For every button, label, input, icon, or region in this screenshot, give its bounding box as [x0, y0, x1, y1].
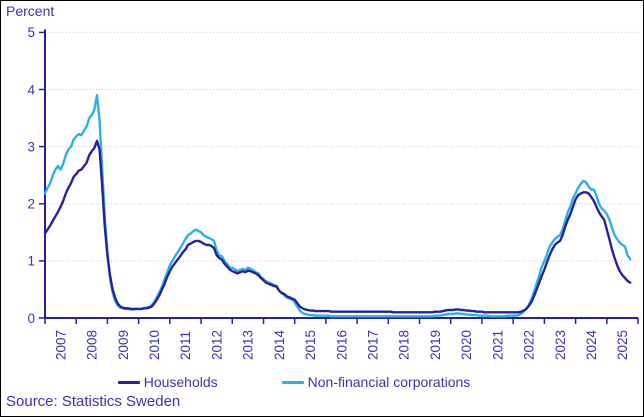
svg-text:2012: 2012 [210, 330, 225, 360]
svg-text:2009: 2009 [116, 330, 131, 360]
legend-label-households: Households [143, 374, 218, 390]
legend-label-non-financial-corporations: Non-financial corporations [307, 374, 471, 390]
legend-item-non-financial-corporations: Non-financial corporations [281, 374, 471, 390]
svg-text:5: 5 [27, 25, 35, 40]
svg-text:0: 0 [27, 311, 35, 326]
svg-text:2018: 2018 [397, 330, 412, 360]
svg-text:2013: 2013 [241, 330, 256, 360]
svg-text:2: 2 [27, 197, 35, 212]
non-financial-corporations-line-swatch [281, 380, 304, 384]
svg-text:2011: 2011 [178, 331, 193, 360]
svg-text:2019: 2019 [428, 330, 443, 360]
svg-text:2021: 2021 [490, 330, 505, 360]
source-caption: Source: Statistics Sweden [6, 393, 181, 410]
households-line-swatch [117, 380, 140, 384]
svg-text:2008: 2008 [85, 330, 100, 360]
svg-text:2022: 2022 [522, 330, 537, 360]
y-axis-unit-label: Percent [6, 3, 55, 19]
svg-text:2025: 2025 [615, 330, 630, 360]
legend-item-households: Households [117, 374, 218, 390]
svg-text:2015: 2015 [303, 330, 318, 360]
svg-text:2007: 2007 [53, 330, 68, 360]
svg-text:1: 1 [27, 254, 35, 269]
svg-text:2024: 2024 [584, 329, 599, 360]
line-chart: 0 1 2 3 4 5 2007 2008 2009 2010 2011 2012 2013 2014 20… [27, 25, 639, 360]
svg-text:2017: 2017 [366, 330, 381, 360]
svg-text:4: 4 [27, 82, 35, 97]
svg-text:2016: 2016 [334, 330, 349, 360]
svg-text:2020: 2020 [459, 330, 474, 360]
svg-text:2014: 2014 [272, 329, 287, 360]
chart-legend: Households Non-financial corporations [1, 372, 643, 392]
svg-text:2010: 2010 [147, 330, 162, 360]
svg-text:3: 3 [27, 139, 35, 154]
svg-text:2023: 2023 [553, 330, 568, 360]
